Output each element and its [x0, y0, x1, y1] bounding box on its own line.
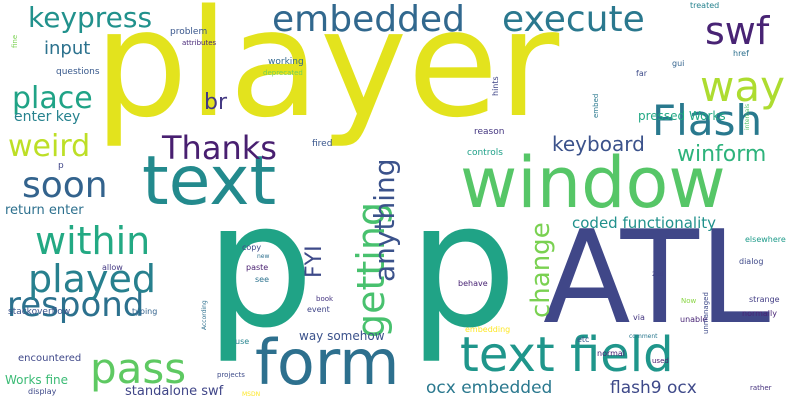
word-within: within [35, 219, 151, 263]
word-problem: problem [170, 27, 208, 37]
word-fyi: FYI [302, 245, 327, 278]
word-embedding: embedding [465, 325, 511, 334]
word-br: br [204, 90, 228, 115]
word-pass: pass [90, 344, 187, 393]
word-behave: behave [458, 279, 488, 288]
word-etc: etc [577, 335, 590, 344]
word-text-field: text field [460, 327, 674, 383]
word-normal: normal [597, 349, 626, 358]
word-works-fine: Works fine [5, 373, 68, 387]
word-return-enter: return enter [5, 203, 84, 218]
word-coded-functionality: coded functionality [572, 214, 717, 232]
word-reason: reason [474, 127, 505, 137]
word-treated: treated [690, 1, 720, 10]
word-window: window [460, 142, 726, 224]
word-place: place [12, 81, 93, 116]
word-event: event [307, 305, 330, 314]
word-execute: execute [502, 0, 645, 40]
word-keypress: keypress [28, 1, 153, 34]
word-far: far [636, 69, 648, 78]
word-embed: embed [592, 93, 600, 118]
word-standalone-swf: standalone swf [125, 384, 224, 399]
word-questions: questions [56, 67, 100, 77]
word-according: According [201, 300, 208, 330]
word-via: via [633, 313, 645, 322]
word-embedded: embedded [272, 0, 465, 40]
word-respond: respond [7, 285, 145, 325]
word-elsewhere: elsewhere [745, 235, 786, 244]
word-played: played [28, 257, 156, 301]
word-allow: allow [102, 263, 123, 272]
word-projects: projects [217, 371, 245, 379]
word-used: used [652, 357, 669, 365]
word-strange: strange [749, 295, 780, 304]
word-attributes: attributes [182, 39, 217, 47]
word-gui: gui [672, 59, 685, 68]
word-copy: copy [242, 243, 262, 252]
word-see: see [255, 275, 270, 284]
word-weird: weird [8, 129, 91, 164]
word-thanks: Thanks [162, 129, 277, 167]
word-unmanaged: unmanaged [702, 292, 710, 334]
word-text: text [142, 142, 277, 221]
word-dialog: dialog [739, 257, 764, 266]
word-pressed-works: pressed Works [638, 109, 726, 123]
word-typing: typing [132, 307, 158, 316]
word-anything: anything [368, 158, 401, 283]
word-hints: hints [491, 76, 500, 96]
word-working: working [268, 57, 304, 67]
word-encountered: encountered [18, 353, 82, 364]
word-href: href [733, 49, 749, 58]
word-keyboard: keyboard [552, 132, 645, 156]
word-unable: unable [680, 315, 708, 324]
word-winform: winform [677, 142, 767, 167]
word-controls: controls [467, 148, 503, 158]
word-stackoverflow: stackoverflow [8, 307, 71, 317]
word-player: player [94, 0, 560, 150]
word-normally: normally [742, 309, 777, 318]
word-new: new [257, 253, 270, 260]
word-deprecated: deprecated [263, 69, 303, 77]
word-book: book [316, 295, 334, 303]
word-2ed: 2ed [652, 271, 664, 278]
word-soon: soon [22, 165, 108, 206]
word-flash9-ocx: flash9 ocx [610, 378, 697, 398]
word-paste: paste [246, 263, 269, 272]
word-msdn: MSDN [242, 391, 261, 398]
word-input: input [44, 38, 91, 59]
word-p-small: p [58, 161, 64, 171]
word-enter-key: enter key [14, 109, 81, 125]
word-way-somehow: way somehow [299, 329, 385, 343]
word-change: change [526, 222, 556, 318]
word-now: Now [681, 297, 697, 305]
word-rather: rather [750, 384, 772, 392]
word-flash: Flash [652, 96, 763, 145]
word-p: p [205, 165, 315, 366]
word-fine: fine [11, 34, 19, 48]
word-form: form [255, 326, 400, 399]
word-ocx-embedded: ocx embedded [426, 378, 553, 398]
word-internals: internals [744, 103, 751, 130]
word-swf: swf [705, 9, 770, 53]
word-way: way [700, 62, 785, 111]
word-use: use [235, 337, 250, 346]
word-atl: ATL [543, 204, 771, 353]
word-p: p [408, 165, 518, 366]
word-fired: fired [312, 139, 333, 149]
word-display: display [28, 387, 57, 396]
word-comment: comment [629, 333, 658, 340]
